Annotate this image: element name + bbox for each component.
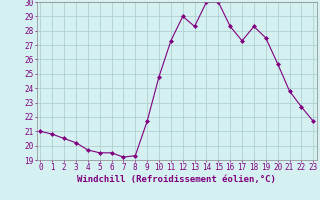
X-axis label: Windchill (Refroidissement éolien,°C): Windchill (Refroidissement éolien,°C) — [77, 175, 276, 184]
